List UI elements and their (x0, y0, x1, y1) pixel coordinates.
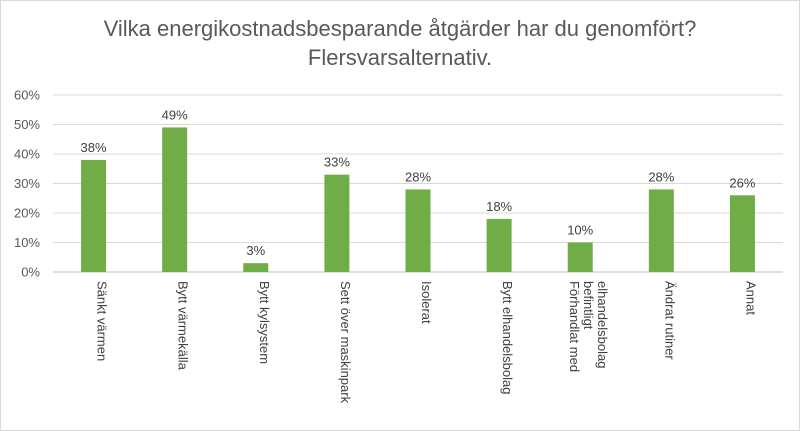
chart-title-line-2: Flersvarsalternativ. (307, 45, 493, 70)
bar (729, 195, 755, 272)
data-label: 26% (729, 175, 755, 190)
bar (243, 263, 269, 272)
bar (405, 189, 431, 272)
y-tick-label: 20% (14, 206, 40, 221)
category-label: Bytt kylsystem (257, 281, 272, 364)
category-label: befintligt (581, 281, 596, 330)
y-tick-label: 40% (14, 147, 40, 162)
category-label: elhandelsbolag (595, 281, 610, 368)
data-label: 18% (486, 199, 512, 214)
category-label: Ändrat rutiner (662, 281, 677, 360)
category-label: Isolerat (419, 281, 434, 324)
data-label: 49% (162, 107, 188, 122)
bar (162, 127, 188, 272)
y-tick-label: 50% (14, 117, 40, 132)
data-label: 3% (246, 243, 265, 258)
category-label: Sett över maskinpark (338, 281, 353, 404)
y-tick-label: 0% (21, 265, 40, 280)
y-tick-label: 60% (14, 88, 40, 103)
category-label: Bytt värmekälla (176, 281, 191, 371)
category-label: Förhandlat med (567, 281, 582, 372)
bar (567, 242, 593, 272)
data-label: 10% (567, 223, 593, 238)
bar (81, 159, 107, 272)
chart-title: Vilka energikostnadsbesparande åtgärder … (0, 14, 800, 72)
y-tick-label: 30% (14, 176, 40, 191)
bar (648, 189, 674, 272)
category-label: Sänkt värmen (95, 281, 110, 361)
chart-title-line-1: Vilka energikostnadsbesparande åtgärder … (103, 16, 697, 41)
y-tick-label: 10% (14, 235, 40, 250)
bar (486, 218, 512, 272)
category-label: Bytt elhandelsbolag (500, 281, 515, 394)
data-label: 28% (405, 169, 431, 184)
category-label: Annat (743, 281, 758, 315)
data-label: 38% (81, 140, 107, 155)
data-label: 33% (324, 155, 350, 170)
bar (324, 174, 350, 272)
data-label: 28% (648, 169, 674, 184)
